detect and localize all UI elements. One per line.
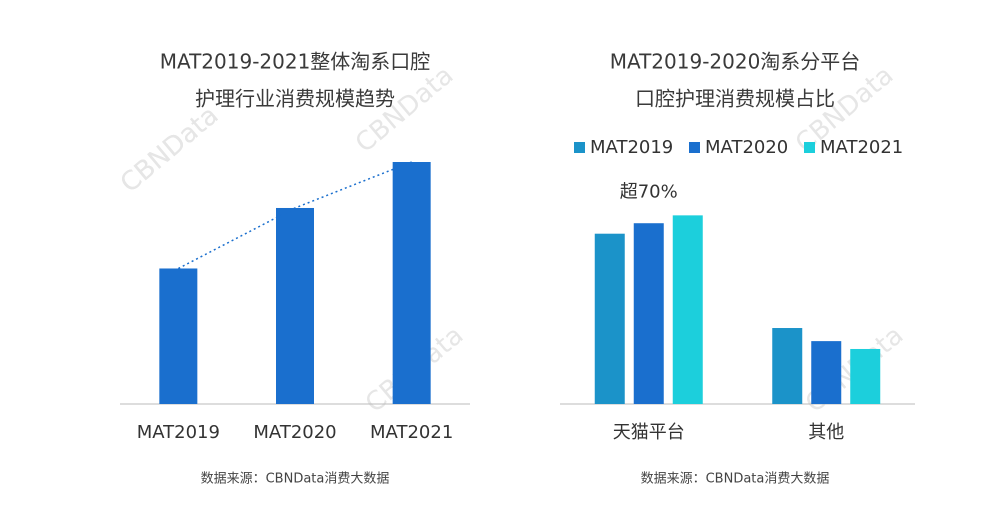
source-note: 数据来源：CBNData消费大数据	[641, 472, 830, 487]
x-tick-label: MAT2019	[137, 422, 220, 443]
x-tick-label: 其他	[808, 422, 844, 443]
annotation: 超70%	[620, 181, 678, 202]
trend-line	[177, 161, 412, 270]
bar	[594, 233, 625, 404]
legend-swatch	[689, 142, 700, 153]
chart-title: 口腔护理消费规模占比	[635, 87, 835, 111]
watermark: CBNData	[115, 100, 224, 199]
bar	[633, 223, 664, 404]
bar	[276, 207, 314, 404]
bar	[392, 162, 431, 404]
legend-label: MAT2021	[820, 137, 903, 158]
x-tick-label: 天猫平台	[613, 422, 685, 443]
x-tick-label: MAT2020	[253, 422, 336, 443]
legend-label: MAT2020	[705, 137, 788, 158]
bar	[159, 268, 198, 404]
chart-title: MAT2019-2021整体淘系口腔	[160, 50, 431, 74]
chart-title: MAT2019-2020淘系分平台	[610, 50, 861, 74]
bar	[850, 348, 881, 404]
legend-swatch	[574, 142, 585, 153]
bar	[811, 341, 842, 404]
chart-title: 护理行业消费规模趋势	[195, 87, 395, 111]
legend-swatch	[804, 142, 815, 153]
bar	[772, 328, 803, 404]
x-tick-label: MAT2021	[370, 422, 453, 443]
legend-label: MAT2019	[590, 137, 673, 158]
bar	[672, 215, 703, 404]
source-note: 数据来源：CBNData消费大数据	[201, 472, 390, 487]
